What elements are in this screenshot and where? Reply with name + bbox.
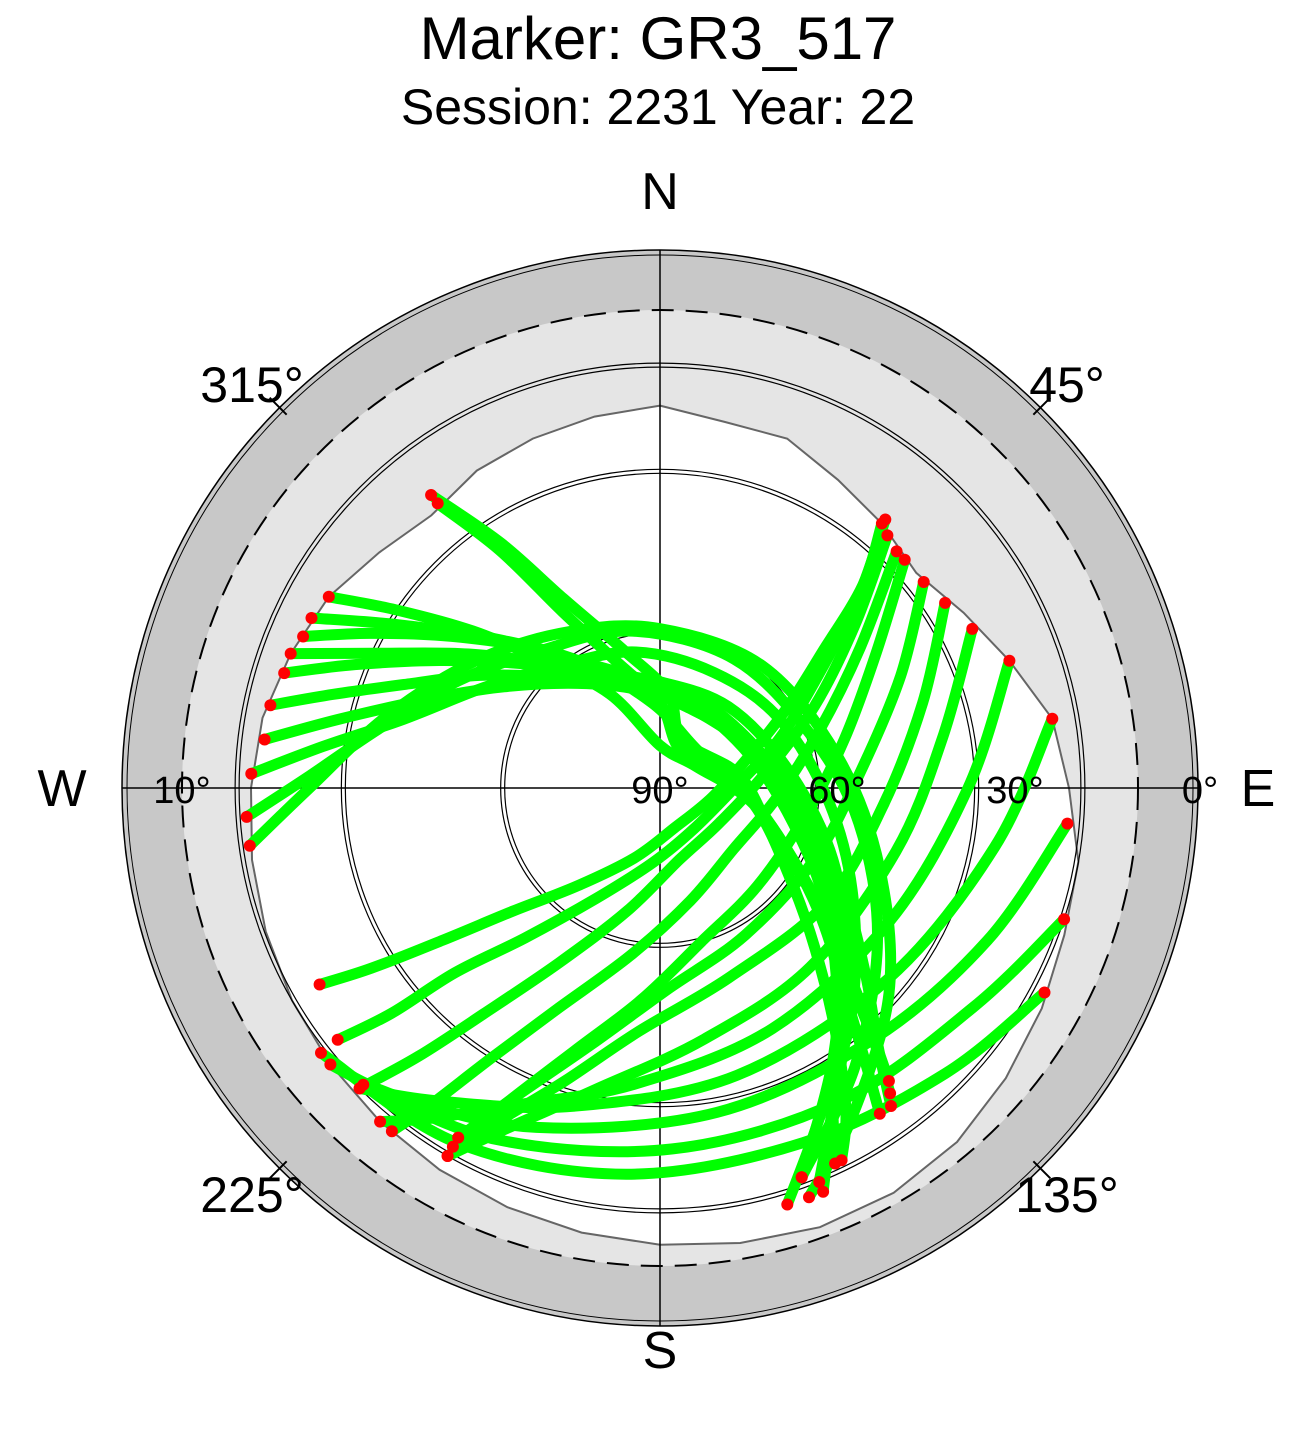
track-end-point [817,1185,830,1198]
elevation-label-30: 30° [986,770,1043,812]
chart-subtitle: Session: 2231 Year: 22 [400,79,916,135]
track-start-point [243,839,256,852]
azimuth-label-45: 45° [1029,357,1105,413]
track-end-point [441,1150,454,1162]
satellite-track-23 [357,913,1070,1158]
track-start-point [1038,986,1051,999]
elevation-label-60: 60° [808,770,865,812]
track-start-point [305,612,318,624]
track-end-point [452,1131,465,1144]
satellite-track-17 [452,576,930,1144]
elevation-label-90: 90° [631,770,688,812]
track-start-point [917,576,930,588]
satellite-track-24 [315,987,1050,1180]
satellite-tracks [241,489,1073,1210]
track-start-point [278,667,291,680]
track-start-point [1061,817,1074,830]
track-start-point [322,590,335,603]
satellite-track-14 [354,529,893,1094]
cardinal-w-label: W [37,760,86,818]
azimuth-label-225: 225° [200,1167,303,1223]
satellite-track-13 [332,514,891,1046]
azimuth-label-135: 135° [1015,1167,1118,1223]
cardinal-n-label: N [641,163,679,221]
azimuth-label-315: 315° [200,357,303,413]
azimuth-tick-135 [1032,1160,1052,1180]
track-end-point [829,1157,842,1170]
track-end-point [315,1046,327,1059]
track-start-point [881,529,894,542]
track-start-point [425,489,438,501]
track-end-point [385,1125,398,1138]
chart-title: Marker: GR3_517 [419,5,897,72]
track-start-point [879,513,892,526]
track-end-point [882,1075,895,1087]
track-end-point [803,1191,815,1204]
track-start-point [284,647,297,660]
satellite-track-19 [442,623,978,1162]
azimuth-tick-315 [268,396,288,416]
satellite-track-11 [244,620,897,1203]
track-start-point [890,545,903,558]
track-end-point [813,1176,826,1188]
track-end-point [885,1100,897,1112]
track-start-point [1046,712,1059,725]
cardinal-s-label: S [643,1322,678,1380]
track-start-point [245,767,258,780]
track-end-point [324,1058,337,1071]
track-start-point [1003,654,1016,667]
track-start-point [264,699,277,712]
track-end-point [884,1087,897,1100]
track-end-point [374,1115,387,1128]
elevation-label-0: 0° [1182,770,1218,812]
satellite-track-4 [297,627,897,1112]
track-start-point [939,596,952,609]
track-end-point [357,1078,370,1091]
track-end-point [873,1107,886,1120]
track-start-point [898,553,911,566]
track-end-point [795,1171,808,1184]
track-end-point [331,1033,344,1046]
track-end-point [781,1198,794,1211]
track-start-point [1058,913,1071,926]
azimuth-tick-45 [1032,396,1052,416]
track-start-point [297,630,310,643]
satellite-track-15 [386,545,903,1137]
track-end-point [446,1140,459,1153]
track-start-point [258,733,271,746]
satellite-track-21 [354,713,1058,1114]
cardinal-e-label: E [1241,760,1276,818]
track-end-point [313,978,326,991]
azimuth-tick-225 [268,1160,288,1180]
satellite-track-22 [324,818,1073,1134]
satellite-track-12 [314,518,888,990]
track-start-point [966,622,979,635]
track-endpoints [240,489,1074,1211]
track-start-point [240,810,253,823]
track-start-point [431,497,444,510]
elevation-label-10: 10° [153,770,210,812]
